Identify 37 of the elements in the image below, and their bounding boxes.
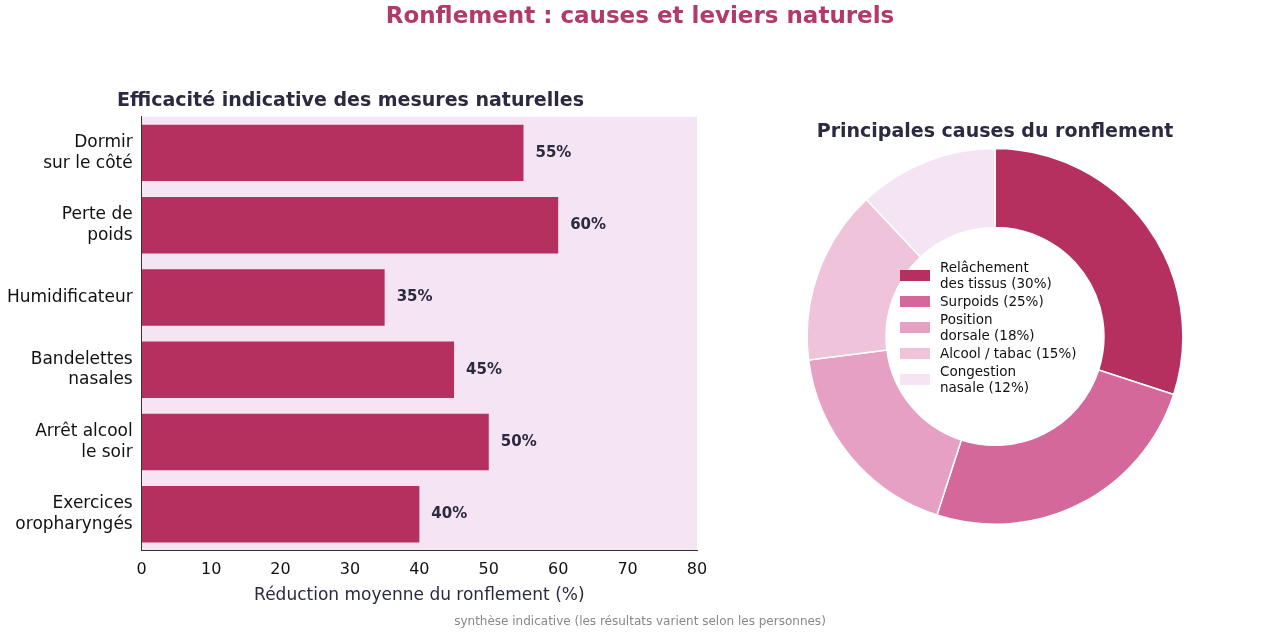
data-label: 50% (500, 431, 537, 450)
chart-title: Efficacité indicative des mesures naturelles (117, 88, 584, 111)
x-tick-label: 10 (200, 559, 222, 579)
legend-label: Position dorsale (18%) (940, 311, 1035, 343)
legend-label: Congestion nasale (12%) (940, 363, 1030, 395)
x-tick-label: 30 (339, 559, 361, 579)
data-label: 55% (535, 142, 572, 161)
bar (141, 413, 489, 471)
x-tick-label: 0 (136, 559, 147, 579)
text: synthèse indicative (les résultats varient selon les personnes) (453, 614, 827, 628)
bar (141, 486, 420, 543)
chart-title: Principales causes du ronflement (816, 119, 1174, 142)
bar (141, 341, 455, 398)
data-label: 60% (570, 215, 607, 234)
y-tick-label: Dormir sur le côté (43, 131, 133, 172)
x-tick-label: 50 (478, 559, 499, 579)
x-tick-label: 80 (686, 559, 708, 579)
y-tick-label: Perte de poids (61, 203, 133, 244)
y-tick-label: Bandelettes nasales (30, 347, 133, 389)
y-tick-label: Arrêt alcool le soir (35, 420, 133, 461)
bar (141, 197, 559, 254)
data-label: 35% (396, 287, 433, 306)
bar (141, 124, 524, 182)
legend-label: Surpoids (25%) (940, 293, 1044, 309)
x-tick-label: 60 (548, 559, 569, 579)
x-tick-label: 20 (270, 559, 291, 579)
x-tick-label: 40 (409, 559, 430, 579)
bar (141, 269, 385, 326)
text: Ronflement : causes et leviers naturels (384, 2, 896, 28)
legend-label: Relâchement des tissus (30%) (940, 259, 1052, 291)
data-label: 40% (431, 504, 468, 523)
legend-label: Alcool / tabac (15%) (940, 345, 1077, 361)
y-tick-label: Humidificateur (7, 285, 133, 306)
x-tick-label: 70 (617, 559, 638, 579)
x-axis-title: Réduction moyenne du ronflement (%) (254, 584, 585, 605)
data-label: 45% (466, 359, 502, 378)
y-tick-label: Exercices oropharyngés (15, 492, 133, 533)
